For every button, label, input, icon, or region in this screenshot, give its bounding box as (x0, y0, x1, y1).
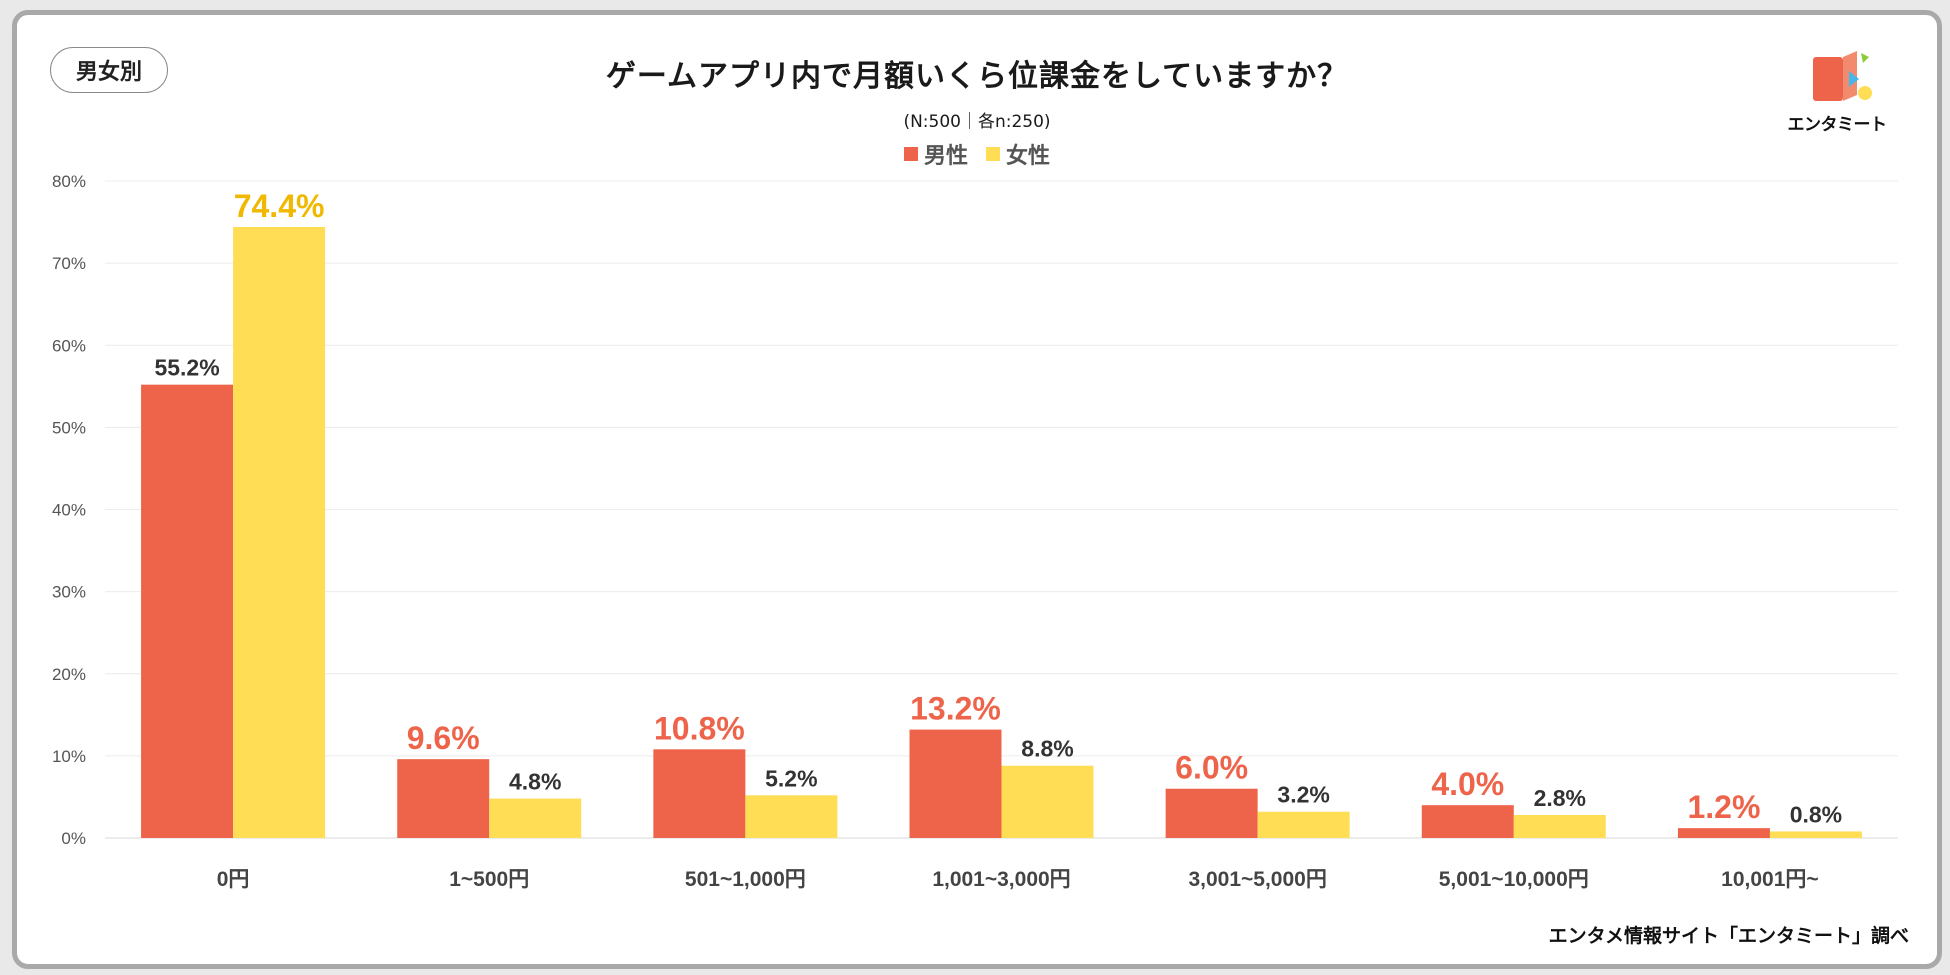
logo-mark-icon (1813, 51, 1872, 101)
legend-label-female: 女性 (1006, 144, 1051, 169)
x-category-label: 1,001~3,000円 (932, 868, 1070, 891)
x-category-label: 0円 (217, 868, 250, 891)
y-tick-label: 0% (61, 829, 86, 848)
x-category-label: 3,001~5,000円 (1188, 868, 1326, 891)
data-label-female: 2.8% (1534, 785, 1586, 811)
bar-male (1677, 828, 1770, 838)
data-label-male: 1.2% (1687, 789, 1760, 825)
data-label-male: 4.0% (1431, 766, 1504, 802)
data-label-female: 5.2% (765, 765, 817, 791)
bar-female (1513, 815, 1606, 838)
bar-male (141, 384, 234, 838)
y-tick-label: 50% (52, 418, 86, 437)
legend-item-male: 男性 (903, 138, 968, 170)
bar-female (489, 798, 582, 838)
bar-male (1165, 788, 1258, 838)
legend-item-female: 女性 (986, 138, 1050, 170)
source-note: エンタメ情報サイト「エンタミート」調べ (1548, 925, 1909, 947)
data-label-female: 3.2% (1277, 782, 1329, 808)
y-tick-label: 10% (52, 747, 86, 766)
data-label-female: 74.4% (234, 188, 325, 224)
data-label-male: 10.8% (654, 710, 745, 746)
segment-badge: 男女別 (50, 47, 168, 93)
x-category-label: 5,001~10,000円 (1439, 868, 1589, 891)
x-category-label: 10,001円~ (1721, 868, 1819, 891)
x-category-label: 501~1,000円 (685, 868, 806, 891)
chart-title: ゲームアプリ内で月額いくら位課金をしていますか？ (605, 59, 1349, 94)
bar-male (397, 759, 490, 838)
y-tick-label: 30% (52, 583, 86, 602)
bar-female (233, 226, 326, 839)
bar-male (1421, 805, 1514, 838)
data-label-male: 13.2% (910, 691, 1001, 727)
legend: 男性 女性 (17, 138, 1937, 170)
y-tick-label: 60% (52, 336, 86, 355)
logo-text: エンタミート (1787, 115, 1888, 135)
bar-female (745, 795, 838, 838)
bar-female (1001, 765, 1094, 838)
legend-swatch-male (903, 147, 918, 161)
legend-label-male: 男性 (923, 144, 968, 169)
data-label-male: 6.0% (1175, 750, 1248, 786)
chart-subtitle: (N:500｜各n:250) (903, 112, 1051, 132)
bar-female (1769, 831, 1862, 838)
legend-swatch-female (986, 147, 1000, 161)
data-label-male: 55.2% (154, 355, 219, 381)
x-category-label: 1~500円 (449, 868, 529, 891)
data-label-male: 9.6% (407, 720, 480, 756)
y-tick-label: 20% (52, 665, 86, 684)
data-label-female: 4.8% (509, 769, 561, 795)
y-tick-label: 70% (52, 254, 86, 273)
bar-female (1257, 811, 1350, 838)
data-label-female: 0.8% (1790, 801, 1842, 827)
data-label-female: 8.8% (1021, 736, 1073, 762)
y-tick-label: 40% (52, 501, 86, 520)
bar-male (653, 749, 746, 838)
entameet-logo: エンタミート (1777, 45, 1897, 135)
y-tick-label: 80% (52, 172, 86, 191)
bar-male (909, 729, 1002, 838)
